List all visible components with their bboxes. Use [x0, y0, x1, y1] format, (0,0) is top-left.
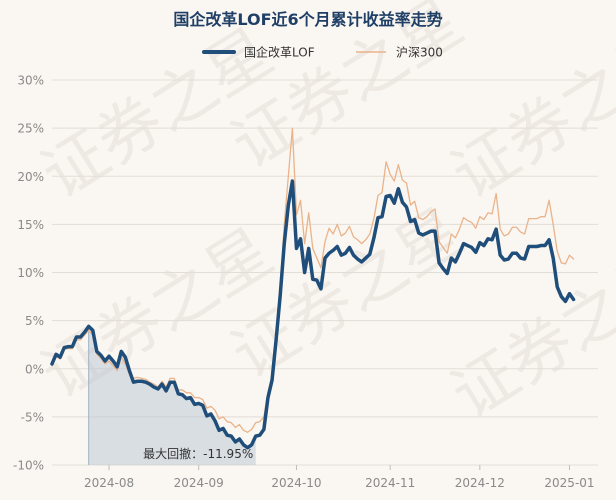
drawdown-area	[88, 326, 256, 465]
series-line-hushen-300	[51, 127, 575, 433]
drawdown-layer: 最大回撤：-11.95%	[88, 326, 256, 465]
series-layer	[50, 127, 576, 450]
series-line-guoqi-gaige-lof	[50, 179, 576, 450]
chart-title: 国企改革LOF近6个月累计收益率走势	[173, 10, 442, 29]
y-tick-label: 5%	[25, 314, 44, 328]
x-tick-label: 2024-10	[271, 476, 321, 490]
watermark-text: 证券之星	[439, 235, 616, 433]
drawdown-label: 最大回撤：-11.95%	[143, 446, 253, 461]
y-tick-label: 30%	[17, 74, 44, 88]
legend-label-series-1: 国企改革LOF	[244, 45, 315, 60]
y-tick-label: 20%	[17, 170, 44, 184]
y-tick-label: 10%	[17, 266, 44, 280]
legend-label-series-2: 沪深300	[396, 46, 443, 60]
y-tick-label: 15%	[17, 218, 44, 232]
x-tick-label: 2024-08	[84, 476, 134, 490]
axis-layer: -10% -5% 0% 5% 10% 15% 20% 25% 30% 2024-08 2024-09…	[13, 74, 595, 491]
y-tick-label: -10%	[13, 459, 44, 473]
x-tick-label: 2024-09	[174, 476, 224, 490]
x-tick-label: 2025-01	[544, 476, 594, 490]
x-tick-label: 2024-11	[365, 476, 415, 490]
legend: 国企改革LOF 沪深300	[202, 45, 443, 60]
x-tick-label: 2024-12	[455, 476, 505, 490]
y-tick-label: -5%	[21, 410, 44, 424]
y-tick-label: 0%	[25, 362, 44, 376]
y-tick-label: 25%	[17, 122, 44, 136]
